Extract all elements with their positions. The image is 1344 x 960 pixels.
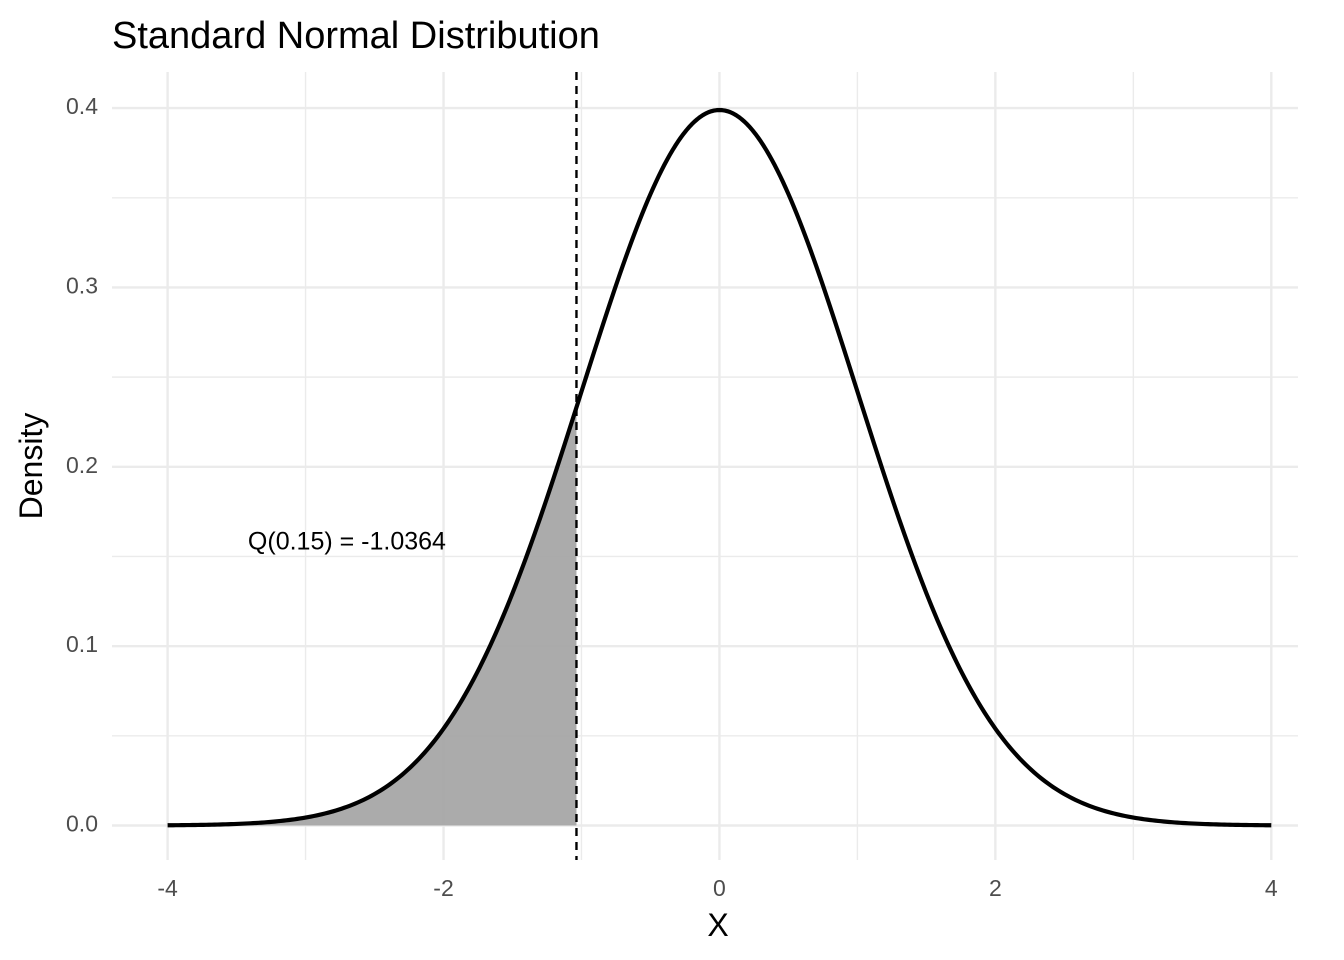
x-axis-ticks: -4 -2 0 2 4 [157,875,1278,901]
x-tick-label: 2 [989,875,1002,901]
x-tick-label: 4 [1265,875,1278,901]
quantile-annotation: Q(0.15) = -1.0364 [248,528,446,556]
x-tick-label: 0 [713,875,726,901]
y-tick-label: 0.4 [66,93,98,119]
y-tick-label: 0.2 [66,452,98,478]
density-curve [167,107,1272,828]
x-tick-label: -4 [157,875,178,901]
y-tick-label: 0.0 [66,811,98,837]
y-axis-ticks: 0.0 0.1 0.2 0.3 0.4 [66,93,98,836]
y-tick-label: 0.3 [66,273,98,299]
x-tick-label: -2 [433,875,453,901]
y-tick-label: 0.1 [66,631,98,657]
x-axis-label: X [707,907,728,943]
shaded-tail-area [167,407,577,826]
chart-title: Standard Normal Distribution [112,15,600,57]
y-axis-label: Density [13,413,49,520]
grid [112,72,1298,860]
